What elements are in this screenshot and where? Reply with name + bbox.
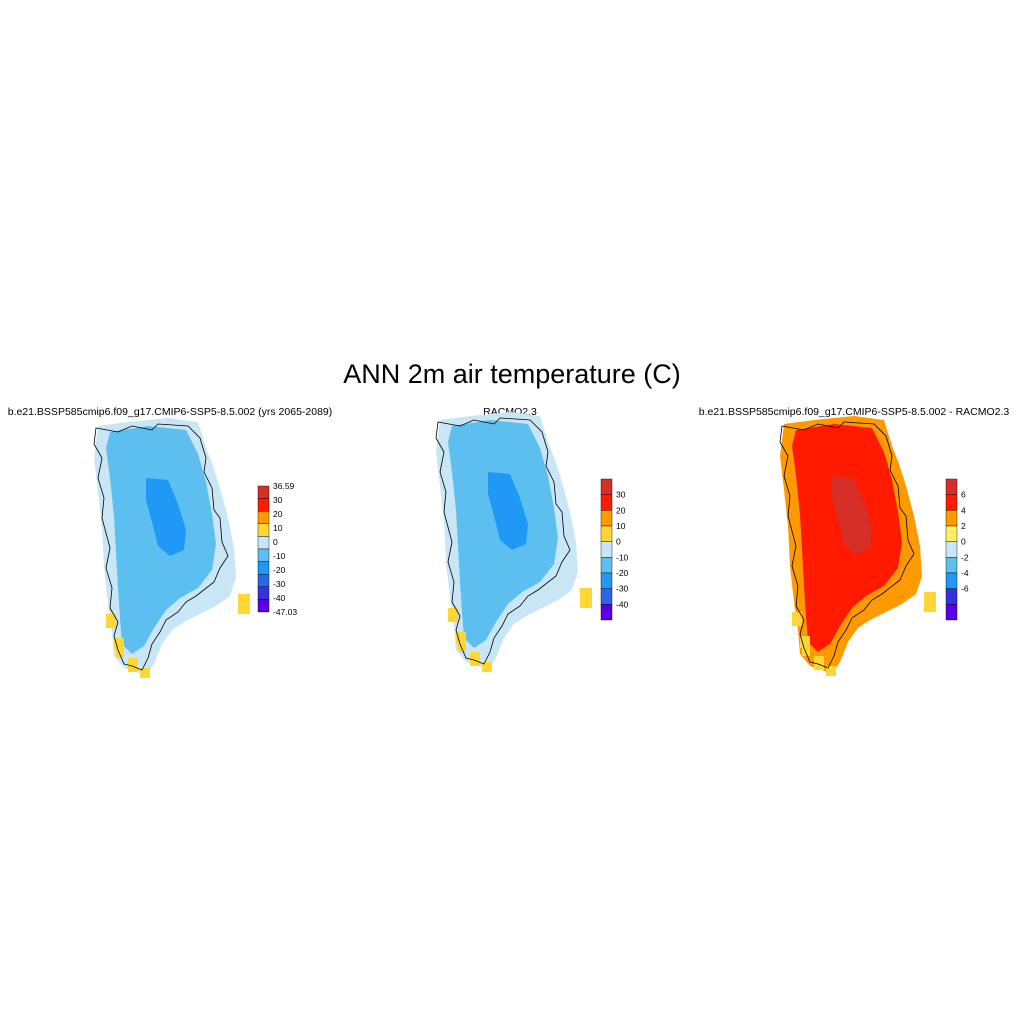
colorbar-tick-label: 0 (616, 537, 621, 547)
colorbar-tick-label: -6 (961, 584, 969, 594)
colorbar-swatch (257, 548, 270, 562)
colorbar-swatch (945, 588, 958, 605)
figure-title: ANN 2m air temperature (C) (343, 359, 681, 389)
colorbar-tick-label: 4 (961, 505, 966, 515)
panel-2-map (435, 412, 592, 672)
colorbar-tick-label: 20 (273, 509, 283, 519)
panel-1-title: b.e21.BSSP585cmip6.f09_g17.CMIP6-SSP5-8.… (7, 406, 333, 418)
colorbar-swatch (945, 572, 958, 589)
colorbar-swatch (257, 523, 270, 537)
colorbar-swatch (257, 536, 270, 550)
panel-1-colorbar: 36.59 30 20 10 0 -10 -20 -30 -40 -47.03 (257, 481, 297, 617)
colorbar-swatch (945, 541, 958, 558)
colorbar-swatch (945, 525, 958, 542)
colorbar-tick-label: 0 (273, 537, 278, 547)
colorbar-tick-label: 30 (616, 490, 626, 500)
colorbar-tick-label: -10 (616, 552, 629, 562)
colorbar-swatch (600, 494, 613, 511)
colorbar-tick-label: 20 (616, 505, 626, 515)
colorbar-swatch (945, 510, 958, 527)
colorbar-tick-label: -40 (616, 599, 629, 609)
colorbar-tick-label: -2 (961, 552, 969, 562)
colorbar-swatch (600, 557, 613, 574)
colorbar-tick-label: 36.59 (273, 481, 295, 491)
colorbar-swatch (945, 494, 958, 511)
colorbar-swatch (945, 557, 958, 574)
colorbar-tick-label: -30 (273, 579, 286, 589)
colorbar-swatch (257, 599, 270, 613)
colorbar-swatch (600, 604, 613, 621)
panel-1-map (93, 418, 250, 678)
colorbar-tick-label: -20 (273, 565, 286, 575)
colorbar-swatch (945, 604, 958, 621)
colorbar-tick-label: -20 (616, 568, 629, 578)
panel-3-colorbar: 6 4 2 0 -2 -4 -6 (945, 478, 969, 621)
colorbar-swatch (257, 511, 270, 525)
colorbar-tick-label: -30 (616, 584, 629, 594)
colorbar-swatch (257, 586, 270, 600)
colorbar-tick-label: -4 (961, 568, 969, 578)
colorbar-swatch (257, 485, 270, 499)
colorbar-swatch (945, 478, 958, 495)
colorbar-swatch (257, 561, 270, 575)
colorbar-tick-label: 0 (961, 537, 966, 547)
colorbar-swatch (600, 525, 613, 542)
colorbar-swatch (600, 572, 613, 589)
colorbar-swatch (600, 541, 613, 558)
colorbar-swatch (257, 498, 270, 512)
colorbar-swatch (600, 478, 613, 495)
colorbar-tick-label: 2 (961, 521, 966, 531)
colorbar-tick-label: -47.03 (273, 607, 297, 617)
colorbar-swatch (600, 510, 613, 527)
panel-2-colorbar: 30 20 10 0 -10 -20 -30 -40 (600, 478, 629, 621)
panel-3-title: b.e21.BSSP585cmip6.f09_g17.CMIP6-SSP5-8.… (698, 406, 1010, 418)
colorbar-tick-label: 6 (961, 490, 966, 500)
panel-3-map (779, 416, 936, 676)
colorbar-tick-label: 10 (616, 521, 626, 531)
colorbar-tick-label: 10 (273, 523, 283, 533)
colorbar-swatch (600, 588, 613, 605)
colorbar-tick-label: -40 (273, 593, 286, 603)
colorbar-swatch (257, 574, 270, 588)
colorbar-tick-label: 30 (273, 495, 283, 505)
colorbar-tick-label: -10 (273, 551, 286, 561)
